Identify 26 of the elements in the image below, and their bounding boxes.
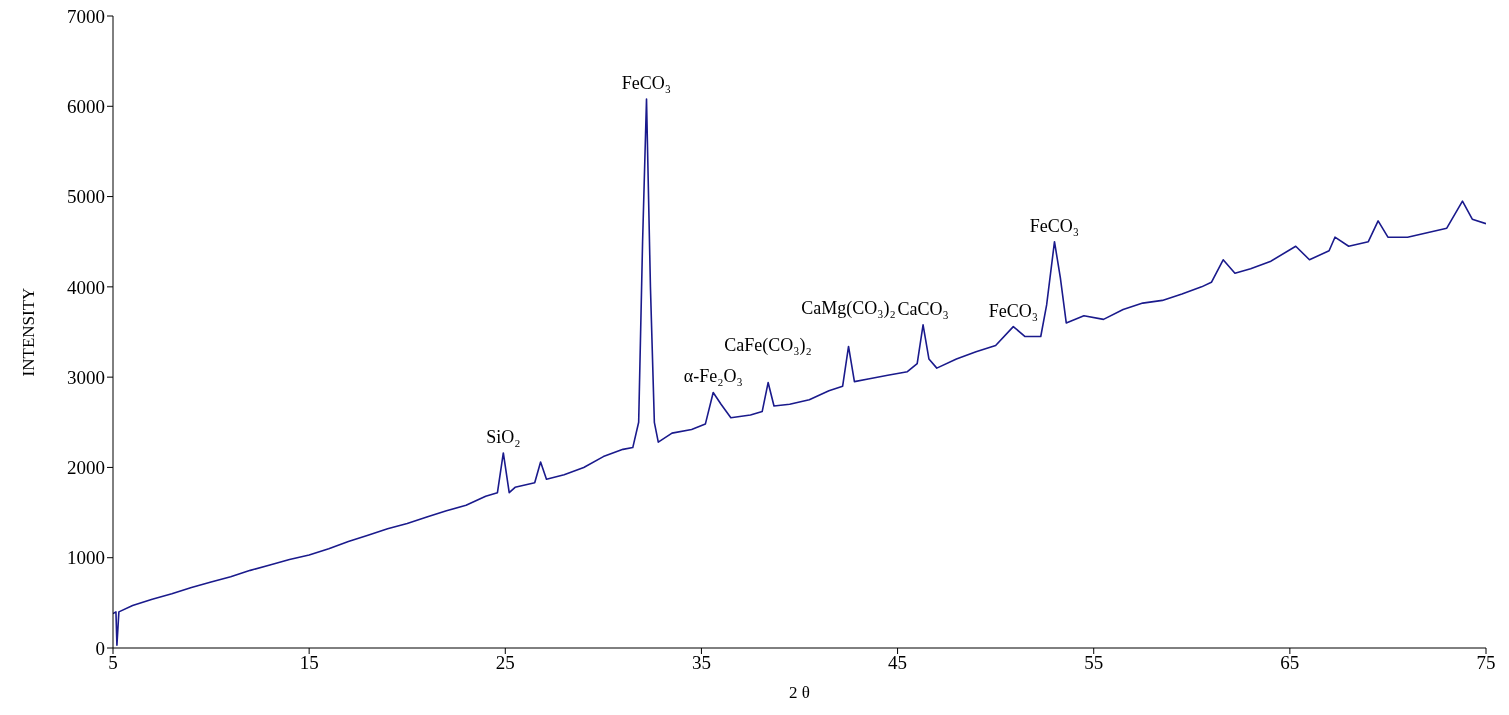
annotation: SiO₂ xyxy=(486,426,521,447)
y-axis-title: INTENSITY xyxy=(19,287,39,377)
annotation: FeCO₃ xyxy=(621,73,672,94)
y-tick-label: 6000 xyxy=(67,96,105,118)
annotation: CaFe(CO₃)₂ xyxy=(724,334,812,356)
annotation: CaCO₃ xyxy=(897,298,949,319)
x-tick-label: 25 xyxy=(495,652,515,674)
y-tick-label: 2000 xyxy=(67,457,105,479)
x-tick-label: 35 xyxy=(691,652,711,674)
y-tick-label: 4000 xyxy=(67,276,105,298)
x-axis-title: 2 θ xyxy=(789,683,810,702)
annotation: FeCO₃ xyxy=(988,300,1038,321)
x-tick-label: 65 xyxy=(1280,652,1300,674)
annotation: CaMg(CO₃)₂ xyxy=(801,298,896,320)
annotation: α-Fe₂O₃ xyxy=(683,366,743,387)
y-tick-label: 3000 xyxy=(67,366,105,388)
annotation: FeCO₃ xyxy=(1029,215,1080,236)
y-tick-label: 7000 xyxy=(67,5,105,27)
y-tick-label: 1000 xyxy=(67,547,105,569)
y-tick-label: 0 xyxy=(95,637,105,659)
x-tick-label: 5 xyxy=(108,652,118,674)
x-tick-label: 75 xyxy=(1476,652,1496,674)
y-tick-label: 5000 xyxy=(67,186,105,208)
x-tick-label: 15 xyxy=(299,652,319,674)
x-tick-label: 55 xyxy=(1084,652,1104,674)
x-tick-label: 45 xyxy=(888,652,908,674)
